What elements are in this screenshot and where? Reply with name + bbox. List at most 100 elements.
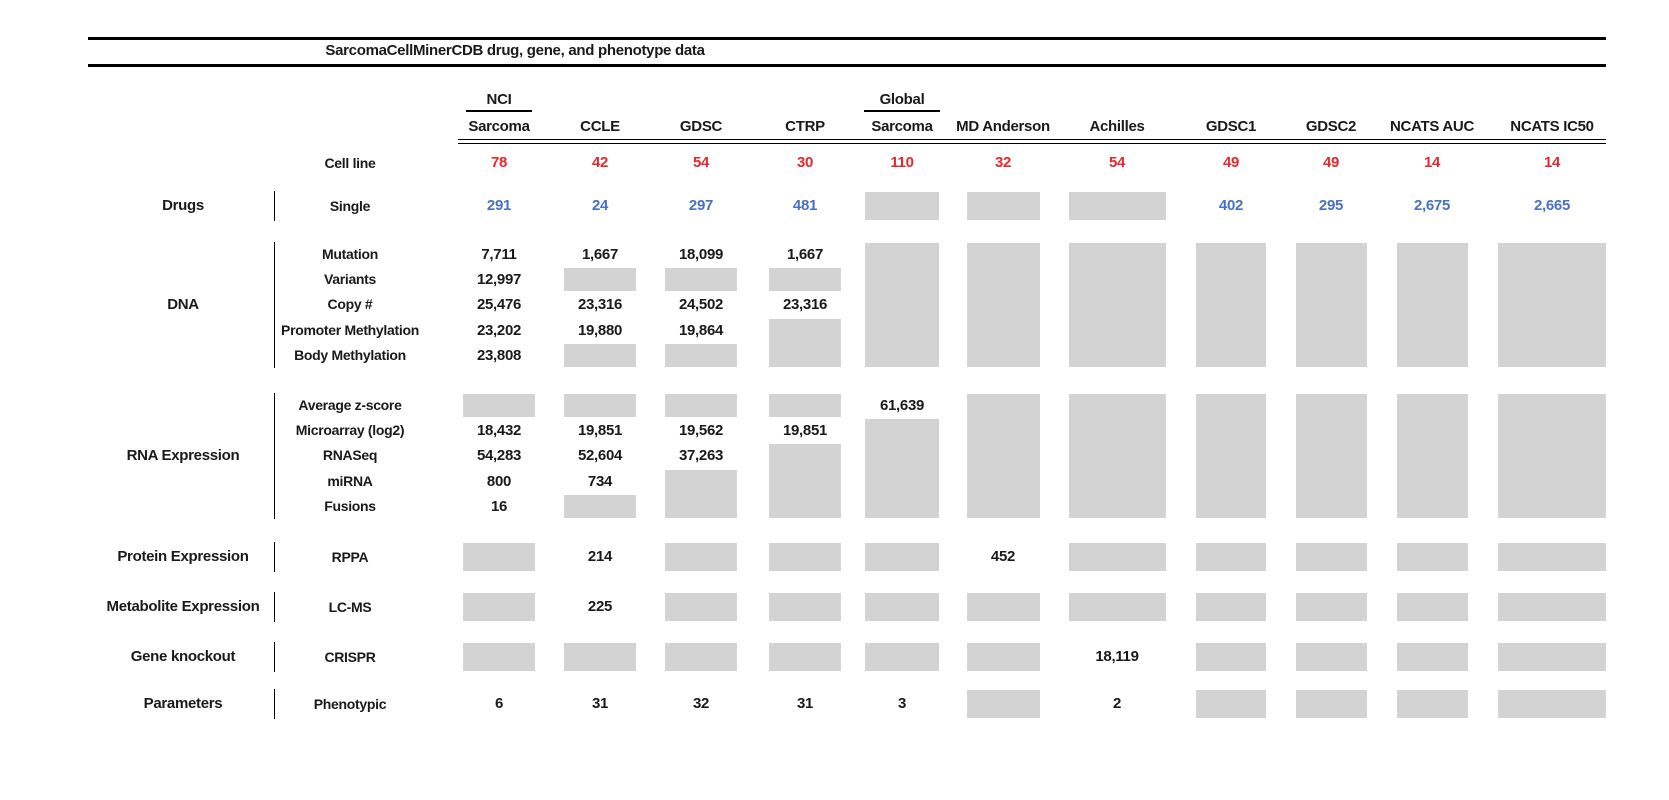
no-data-block — [564, 643, 636, 671]
cell-value: 24 — [591, 197, 609, 214]
column-header-underline — [864, 110, 940, 112]
no-data-block — [769, 543, 841, 571]
no-data-block — [665, 343, 737, 367]
column-header-top: Global — [879, 91, 925, 108]
no-data-block — [769, 318, 841, 367]
row-label: Body Methylation — [294, 346, 406, 363]
no-data-block — [865, 419, 939, 518]
column-header: GDSC — [679, 118, 723, 135]
section-category-label: Parameters — [143, 695, 223, 712]
row-label: Variants — [323, 271, 377, 288]
section-divider-bar — [273, 689, 276, 719]
column-header: NCATS IC50 — [1510, 118, 1594, 135]
no-data-block — [1068, 192, 1166, 220]
no-data-block — [1196, 593, 1266, 621]
no-data-block — [865, 192, 939, 220]
cell-line-label: Cell line — [324, 155, 376, 171]
cell-line-count: 54 — [1108, 154, 1126, 171]
cell-value: 18,432 — [476, 422, 522, 440]
cell-value: 7,711 — [481, 246, 517, 263]
no-data-block — [665, 643, 737, 671]
cell-value: 16 — [490, 497, 508, 515]
no-data-block — [966, 394, 1040, 518]
cell-value: 61,639 — [879, 397, 925, 414]
cell-line-count: 32 — [994, 154, 1012, 171]
column-header-underline — [466, 110, 532, 112]
column-header-top: NCI — [486, 91, 512, 108]
no-data-block — [966, 192, 1040, 220]
cell-value: 31 — [796, 695, 814, 712]
no-data-block — [1295, 543, 1367, 571]
cell-line-count: 110 — [890, 154, 914, 171]
no-data-block — [1068, 593, 1166, 621]
cell-value: 1,667 — [581, 246, 619, 263]
figure-title: SarcomaCellMinerCDB drug, gene, and phen… — [325, 42, 705, 59]
no-data-block — [1295, 394, 1367, 518]
cell-value: 32 — [692, 695, 710, 712]
no-data-block — [665, 394, 737, 418]
column-header: CCLE — [580, 118, 620, 135]
cell-value: 481 — [792, 197, 818, 214]
section-category-label: RNA Expression — [126, 447, 240, 464]
cell-value: 295 — [1318, 197, 1344, 214]
cell-value: 6 — [494, 695, 504, 712]
no-data-block — [1196, 643, 1266, 671]
column-header: Sarcoma — [871, 118, 933, 135]
cell-value: 54,283 — [476, 447, 522, 465]
section-divider-bar — [273, 642, 276, 672]
no-data-block — [463, 643, 535, 671]
no-data-block — [865, 543, 939, 571]
row-label: RPPA — [331, 549, 369, 565]
no-data-block — [1295, 643, 1367, 671]
section-category-label: Drugs — [162, 197, 204, 214]
column-header: CTRP — [785, 118, 825, 135]
no-data-block — [865, 243, 939, 367]
row-label: Fusions — [324, 497, 376, 514]
cell-value: 3 — [897, 695, 907, 712]
no-data-block — [769, 268, 841, 292]
row-label: Mutation — [322, 246, 378, 262]
cell-value: 25,476 — [476, 296, 522, 314]
column-header: Sarcoma — [468, 118, 530, 135]
column-header: MD Anderson — [956, 118, 1050, 135]
no-data-block — [1068, 543, 1166, 571]
no-data-block — [1295, 690, 1367, 718]
no-data-block — [1196, 690, 1266, 718]
no-data-block — [564, 494, 636, 518]
row-label: CRISPR — [324, 649, 376, 665]
no-data-block — [1196, 243, 1266, 367]
column-header: GDSC2 — [1305, 118, 1357, 135]
no-data-block — [1396, 690, 1468, 718]
cell-value: 23,316 — [577, 296, 623, 314]
section-divider-bar — [273, 393, 276, 519]
no-data-block — [1396, 593, 1468, 621]
section-category-label: Metabolite Expression — [106, 598, 260, 615]
no-data-block — [1396, 543, 1468, 571]
cell-value: 19,864 — [678, 321, 724, 339]
no-data-block — [564, 343, 636, 367]
cell-value: 800 — [486, 472, 512, 490]
cell-value: 18,099 — [678, 246, 724, 263]
no-data-block — [1068, 394, 1166, 518]
cell-line-count: 42 — [591, 154, 609, 171]
cell-value: 214 — [587, 548, 613, 565]
row-label: Copy # — [327, 296, 373, 313]
cell-value: 2 — [1112, 695, 1122, 712]
cell-value: 2,675 — [1413, 197, 1451, 214]
row-label: Promoter Methylation — [281, 321, 419, 338]
cell-value: 2,665 — [1533, 197, 1571, 214]
cell-value: 19,562 — [678, 422, 724, 440]
no-data-block — [1498, 543, 1606, 571]
cell-value: 31 — [591, 695, 609, 712]
section-divider-bar — [273, 191, 276, 221]
row-label: Average z-score — [298, 397, 402, 413]
cell-value: 402 — [1218, 197, 1244, 214]
cell-value: 19,880 — [577, 321, 623, 339]
no-data-block — [665, 543, 737, 571]
title-band-bottom-line — [88, 64, 1606, 67]
no-data-block — [1295, 593, 1367, 621]
cell-line-count: 14 — [1423, 154, 1441, 171]
no-data-block — [1396, 394, 1468, 518]
cell-line-count: 49 — [1322, 154, 1340, 171]
